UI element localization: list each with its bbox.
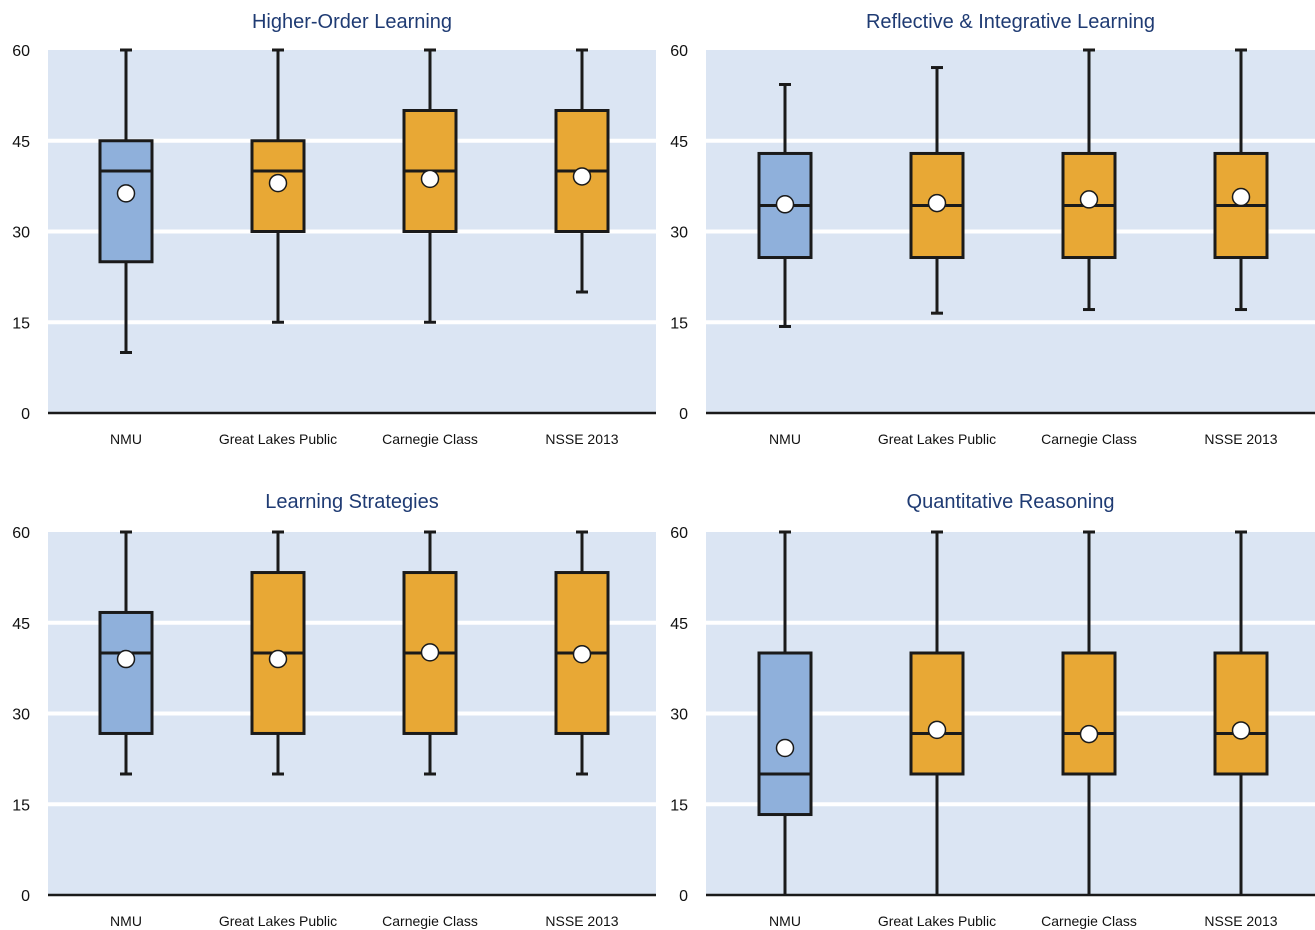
box-plot-group xyxy=(554,530,610,776)
mean-marker xyxy=(420,169,440,189)
mean-marker xyxy=(775,738,795,758)
y-tick-label: 0 xyxy=(679,888,688,905)
y-tick-label: 0 xyxy=(21,406,30,423)
chart-panel: 0 15 30 45 60 Higher-Order Learning NMU Great L… xyxy=(12,11,656,447)
x-category-label: Great Lakes Public xyxy=(219,913,337,929)
box-plot-group xyxy=(757,530,813,895)
y-tick-label: 15 xyxy=(12,797,30,814)
x-category-label: Carnegie Class xyxy=(1041,431,1137,447)
box-plot-group xyxy=(909,530,965,895)
y-tick-label: 30 xyxy=(670,707,688,724)
mean-marker xyxy=(572,167,592,186)
y-tick-label: 60 xyxy=(670,525,688,542)
x-category-label: NMU xyxy=(769,913,801,929)
iqr-box xyxy=(98,610,154,735)
box-plot-group xyxy=(98,530,154,776)
box-plot-group xyxy=(98,48,154,354)
iqr-box xyxy=(909,651,965,776)
mean-marker xyxy=(116,649,136,669)
x-category-label: NSSE 2013 xyxy=(1204,913,1277,929)
y-tick-label: 45 xyxy=(12,616,30,633)
y-tick-label: 0 xyxy=(679,406,688,423)
iqr-box xyxy=(1213,651,1269,776)
box-plot-group xyxy=(909,66,965,315)
iqr-box xyxy=(757,651,813,817)
box-plot-group xyxy=(250,48,306,324)
x-category-label: Carnegie Class xyxy=(382,913,478,929)
y-tick-label: 30 xyxy=(12,707,30,724)
mean-marker xyxy=(1079,190,1099,209)
mean-marker xyxy=(1079,724,1099,744)
y-tick-label: 60 xyxy=(670,43,688,60)
y-tick-label: 30 xyxy=(12,225,30,242)
chart-panel: 0 15 30 45 60 Quantitative Reasoning NMU Great … xyxy=(670,491,1315,929)
y-tick-label: 45 xyxy=(670,616,688,633)
x-category-label: Great Lakes Public xyxy=(878,431,996,447)
chart-panel: 0 15 30 45 60 Learning Strategies NMU Great Lak… xyxy=(12,491,656,929)
mean-marker xyxy=(572,644,592,664)
chart-panel: 0 15 30 45 60 Reflective & Integrative Learni… xyxy=(670,11,1315,447)
x-category-label: NMU xyxy=(769,431,801,447)
y-tick-label: 15 xyxy=(670,315,688,332)
x-category-label: NSSE 2013 xyxy=(545,913,618,929)
y-tick-label: 30 xyxy=(670,225,688,242)
box-plot-group xyxy=(757,82,813,328)
x-category-label: NSSE 2013 xyxy=(1204,431,1277,447)
x-category-label: NSSE 2013 xyxy=(545,431,618,447)
x-category-label: NMU xyxy=(110,431,142,447)
chart-title: Higher-Order Learning xyxy=(252,11,452,33)
box-plot-group xyxy=(402,530,458,776)
x-category-label: NMU xyxy=(110,913,142,929)
mean-marker xyxy=(1231,721,1251,740)
y-tick-label: 15 xyxy=(12,315,30,332)
mean-marker xyxy=(927,720,947,740)
box-plot-group xyxy=(250,530,306,776)
chart-title: Reflective & Integrative Learning xyxy=(866,11,1155,33)
mean-marker xyxy=(420,643,440,662)
y-tick-label: 60 xyxy=(12,43,30,60)
mean-marker xyxy=(116,184,136,203)
chart-title: Quantitative Reasoning xyxy=(907,491,1115,513)
box-plot-group xyxy=(554,48,610,294)
iqr-box xyxy=(1061,651,1117,776)
x-category-label: Great Lakes Public xyxy=(878,913,996,929)
x-category-label: Great Lakes Public xyxy=(219,431,337,447)
mean-marker xyxy=(268,649,288,669)
x-category-label: Carnegie Class xyxy=(1041,913,1137,929)
mean-marker xyxy=(1231,187,1251,207)
mean-marker xyxy=(775,195,795,214)
chart-title: Learning Strategies xyxy=(265,491,438,513)
y-tick-label: 60 xyxy=(12,525,30,542)
y-tick-label: 15 xyxy=(670,797,688,814)
mean-marker xyxy=(927,193,947,213)
y-tick-label: 0 xyxy=(21,888,30,905)
box-plot-group xyxy=(1213,48,1269,312)
mean-marker xyxy=(268,173,288,193)
box-plot-group xyxy=(402,48,458,324)
y-tick-label: 45 xyxy=(12,134,30,151)
x-category-label: Carnegie Class xyxy=(382,431,478,447)
box-plot-group xyxy=(1061,48,1117,312)
y-tick-label: 45 xyxy=(670,134,688,151)
box-plot-group xyxy=(1061,530,1117,895)
box-plot-group xyxy=(1213,530,1269,895)
